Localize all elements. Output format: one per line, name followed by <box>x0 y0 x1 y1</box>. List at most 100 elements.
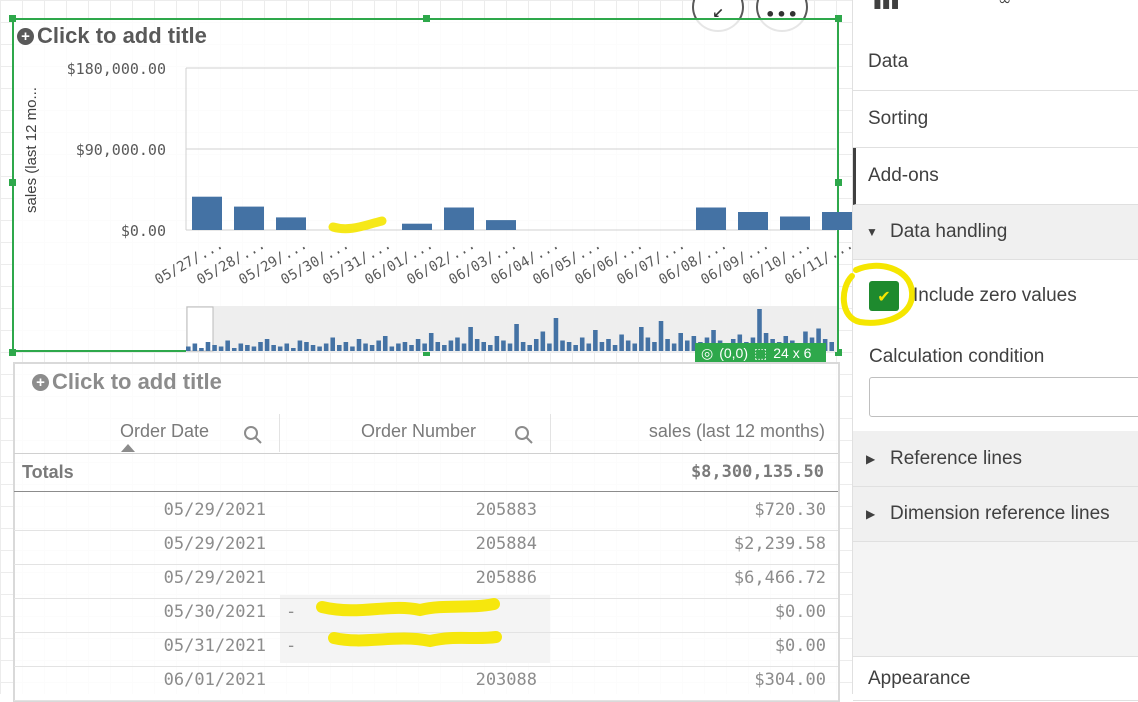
minichart-bar <box>251 346 257 351</box>
minichart-bar <box>238 343 244 351</box>
cell-sales: $0.00 <box>774 602 826 622</box>
search-icon[interactable] <box>243 425 263 445</box>
minichart-bar <box>396 343 401 351</box>
sort-ascending-icon[interactable] <box>121 444 135 452</box>
cell-sales: $6,466.72 <box>733 568 826 588</box>
resize-handle[interactable] <box>423 15 430 22</box>
resize-handle[interactable] <box>9 15 16 22</box>
resize-handle[interactable] <box>835 179 842 186</box>
column-header-sales[interactable]: sales (last 12 months) <box>648 421 825 441</box>
minichart-bar <box>573 345 578 351</box>
panel-toolbar: ▮▮▮ ∞ <box>853 0 1138 35</box>
cell-order-number: 205884 <box>475 534 537 554</box>
minichart-bar <box>520 342 526 351</box>
bar <box>780 216 810 230</box>
minichart-bar <box>428 333 434 351</box>
panel-item-sorting[interactable]: Sorting <box>853 91 1138 148</box>
minichart-bar <box>402 342 408 351</box>
resize-handle[interactable] <box>9 179 16 186</box>
resize-handle[interactable] <box>9 349 16 356</box>
highlight-circle <box>840 262 915 326</box>
y-tick-label: $90,000.00 <box>76 141 166 159</box>
cell-sales: $304.00 <box>754 670 826 690</box>
row-divider <box>14 700 838 701</box>
minichart-bar <box>350 346 355 351</box>
bar-chart-object[interactable] <box>12 18 839 352</box>
target-icon: ◎ <box>701 344 714 361</box>
minichart-bar <box>625 340 631 351</box>
minichart-bar <box>684 340 690 351</box>
minichart-bar <box>514 324 519 351</box>
bar <box>276 217 306 230</box>
bar <box>696 207 726 230</box>
minichart-bar <box>435 342 441 351</box>
section-dimension-reference-lines[interactable]: ▶ Dimension reference lines <box>853 487 1138 542</box>
minichart-bar <box>606 339 611 351</box>
minichart-bar <box>599 342 605 351</box>
resize-handle[interactable] <box>423 349 430 356</box>
calc-condition-input[interactable] <box>869 377 1138 417</box>
minichart-bar <box>481 342 487 351</box>
link-icon[interactable]: ∞ <box>998 0 1011 9</box>
column-divider[interactable] <box>550 414 551 452</box>
minichart-bar <box>501 340 506 351</box>
minichart-bar <box>271 345 276 351</box>
include-zero-checkbox[interactable]: ✔ <box>869 281 899 311</box>
caret-right-icon: ▶ <box>866 451 876 466</box>
cell-order-number: 205886 <box>475 568 537 588</box>
minichart-bar <box>297 340 303 351</box>
minichart-bar <box>192 343 198 351</box>
chart-title-placeholder[interactable]: + Click to add title <box>17 23 207 49</box>
caret-down-icon: ▼ <box>866 225 878 239</box>
minichart-bar <box>757 309 762 351</box>
minichart-bar <box>343 342 349 351</box>
panel-item-appearance[interactable]: Appearance <box>853 656 1138 701</box>
table-title-placeholder[interactable]: + Click to add title <box>32 369 222 395</box>
minichart-bar <box>363 343 368 351</box>
include-zero-label[interactable]: Include zero values <box>913 285 1077 306</box>
cell-sales: $0.00 <box>774 636 826 656</box>
minichart-bar <box>566 342 572 351</box>
section-reference-lines[interactable]: ▶ Reference lines <box>853 431 1138 487</box>
minichart-bar <box>593 330 598 351</box>
minichart-bar <box>225 340 230 351</box>
minichart-bar <box>317 346 322 351</box>
size-readout: 24 x 6 <box>773 345 812 361</box>
minichart-bar <box>264 339 270 351</box>
y-tick-label: $180,000.00 <box>67 60 166 78</box>
resize-handle[interactable] <box>835 349 842 356</box>
minichart-bar <box>553 318 559 351</box>
column-divider[interactable] <box>279 414 280 452</box>
minichart-bar <box>231 348 237 351</box>
minichart-bar <box>816 328 821 351</box>
resize-handle[interactable] <box>835 15 842 22</box>
search-icon[interactable] <box>514 425 534 445</box>
minichart-bar <box>310 345 316 351</box>
minichart-bar <box>245 345 250 351</box>
section-data-handling[interactable]: ▼ Data handling <box>853 205 1138 260</box>
minichart-bar <box>691 336 697 351</box>
cell-order-number: - <box>286 636 297 656</box>
cell-order-number: 203088 <box>475 670 537 690</box>
caret-right-icon: ▶ <box>866 507 876 521</box>
panel-item-data[interactable]: Data <box>853 34 1138 91</box>
minichart-bar <box>199 348 204 351</box>
column-header-order-number[interactable]: Order Number <box>361 421 477 441</box>
column-header-order-date[interactable]: Order Date <box>120 421 210 441</box>
checkmark-icon: ✔ <box>877 286 891 306</box>
cell-order-date: 05/29/2021 <box>163 568 266 588</box>
section-label: Reference lines <box>890 447 1023 469</box>
minichart-bar <box>461 343 467 351</box>
section-label: Dimension reference lines <box>890 503 1110 524</box>
minichart-bar <box>829 342 834 351</box>
cell-order-date: 05/31/2021 <box>163 636 266 656</box>
minichart-bar <box>186 346 191 351</box>
minichart-bar <box>579 337 585 351</box>
minichart-bar <box>382 336 388 351</box>
bar <box>486 220 516 230</box>
minichart-bar <box>711 330 716 351</box>
minichart-bar <box>369 345 375 351</box>
chart-type-icon[interactable]: ▮▮▮ <box>873 0 900 11</box>
bar <box>234 206 264 230</box>
panel-item-addons[interactable]: Add-ons <box>853 148 1138 205</box>
